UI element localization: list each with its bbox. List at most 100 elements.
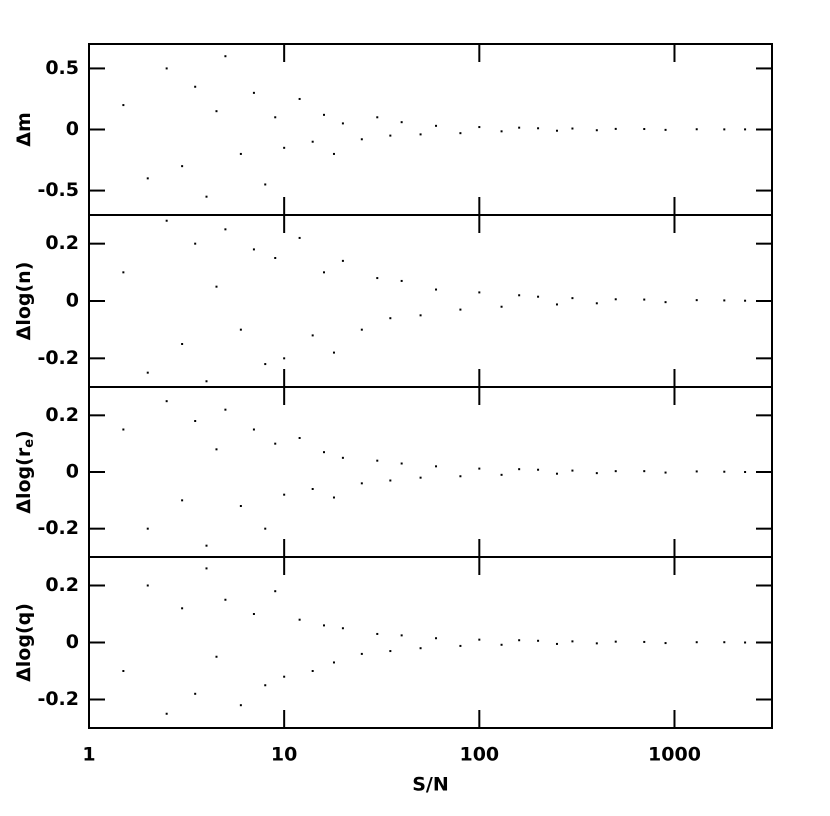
point: [537, 127, 540, 130]
point: [322, 271, 325, 274]
panel-frame: [88, 556, 773, 729]
point: [537, 639, 540, 642]
point: [478, 638, 481, 641]
y-tick-label: 0.2: [45, 232, 79, 254]
point: [400, 121, 403, 124]
point: [360, 328, 363, 331]
point: [165, 219, 168, 222]
point: [224, 408, 227, 411]
point: [537, 295, 540, 298]
x-axis-label: S/N: [412, 774, 449, 796]
point: [518, 639, 521, 642]
point: [614, 127, 617, 130]
y-tick-label: -0.2: [37, 347, 79, 369]
point: [643, 470, 646, 473]
point: [478, 467, 481, 470]
point: [298, 437, 301, 439]
y-tick-label: 0: [66, 118, 79, 140]
point: [122, 271, 125, 274]
point: [419, 647, 422, 650]
point: [252, 613, 255, 615]
point: [614, 470, 617, 473]
point: [122, 104, 125, 107]
point: [400, 279, 403, 282]
point: [400, 634, 403, 637]
point: [643, 640, 646, 643]
point: [239, 505, 242, 507]
point: [664, 128, 667, 131]
point: [555, 303, 558, 306]
point: [723, 128, 726, 131]
point: [283, 675, 286, 678]
y-axis-label: Δm: [13, 112, 35, 147]
y-axis-label-part: e: [22, 439, 37, 448]
point: [595, 472, 598, 475]
point: [389, 134, 392, 137]
point: [311, 334, 314, 337]
point: [695, 128, 698, 131]
point: [518, 126, 521, 129]
y-tick-label: 0: [66, 461, 79, 483]
point: [332, 152, 335, 155]
point: [322, 624, 325, 627]
point: [239, 328, 242, 331]
point: [389, 317, 392, 320]
point: [181, 343, 184, 345]
point: [274, 590, 277, 593]
point: [723, 299, 726, 302]
point: [595, 302, 598, 305]
point: [332, 351, 335, 354]
point: [500, 643, 503, 646]
x-tick-label: 1: [82, 744, 95, 766]
point: [194, 85, 197, 88]
point: [146, 584, 149, 587]
point: [595, 642, 598, 645]
point: [459, 308, 462, 311]
point: [744, 471, 747, 473]
y-tick-label: -0.5: [37, 179, 79, 201]
point: [571, 127, 574, 130]
point: [695, 299, 698, 302]
point: [376, 277, 379, 280]
point: [298, 97, 301, 100]
point: [146, 177, 149, 180]
point: [239, 704, 242, 707]
y-axis-label: Δlog(q): [13, 603, 35, 682]
point: [643, 298, 646, 301]
point: [215, 110, 218, 113]
point: [435, 637, 438, 640]
point: [360, 482, 363, 485]
panel-frame: [88, 214, 773, 388]
y-tick-label: 0: [66, 631, 79, 653]
point: [181, 499, 184, 502]
point: [435, 465, 438, 468]
panel-frame: [88, 43, 773, 216]
point: [322, 113, 325, 116]
point: [298, 236, 301, 239]
point: [215, 655, 218, 658]
point: [571, 640, 574, 643]
y-axis-label: Δlog(re): [13, 430, 37, 513]
point: [205, 567, 208, 570]
point: [252, 248, 255, 251]
x-tick-label: 1000: [648, 744, 701, 766]
point: [264, 684, 267, 687]
point: [205, 380, 208, 383]
point: [264, 363, 267, 366]
point: [360, 138, 363, 141]
point: [419, 133, 422, 136]
point: [723, 641, 726, 644]
point: [555, 642, 558, 645]
point: [224, 55, 227, 58]
point: [341, 627, 344, 630]
point: [744, 641, 747, 644]
point: [224, 598, 227, 601]
point: [181, 607, 184, 610]
panel-frame: [88, 386, 773, 558]
point: [360, 652, 363, 655]
point: [376, 459, 379, 462]
x-tick-label: 100: [459, 744, 499, 766]
point: [239, 152, 242, 155]
point: [311, 140, 314, 143]
